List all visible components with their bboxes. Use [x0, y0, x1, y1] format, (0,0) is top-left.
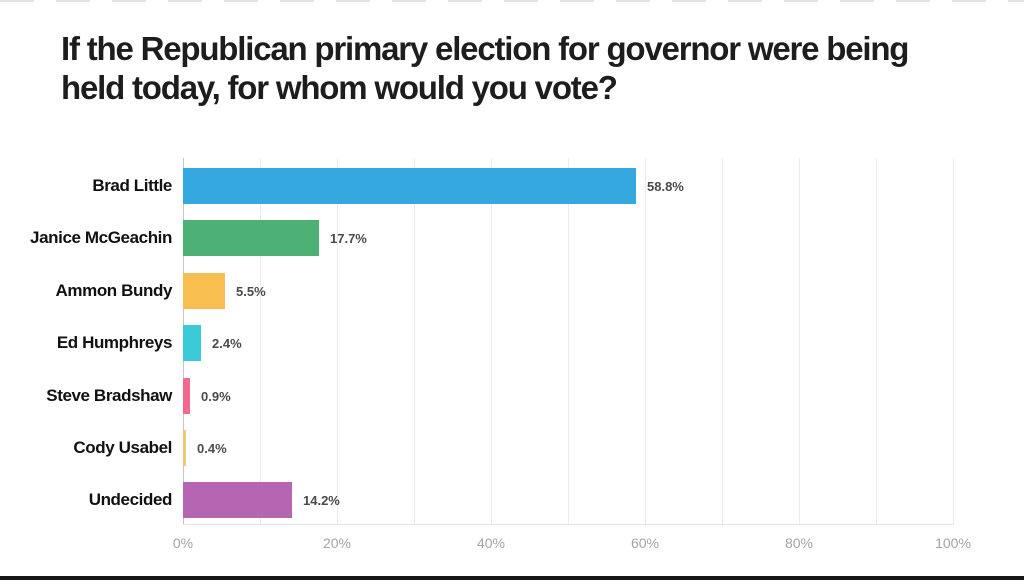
value-label: 17.7% [330, 231, 367, 246]
x-axis-baseline [183, 524, 953, 525]
category-label: Cody Usabel [73, 438, 172, 457]
gridline [953, 158, 954, 525]
bar [183, 482, 292, 518]
x-tick-label: 60% [630, 535, 660, 551]
x-tick-label: 80% [784, 535, 814, 551]
x-tick-label: 40% [476, 535, 506, 551]
value-label: 0.4% [197, 441, 227, 456]
value-label: 2.4% [212, 336, 242, 351]
category-label: Ed Humphreys [56, 333, 173, 352]
gridline [568, 158, 569, 525]
value-label: 5.5% [236, 284, 266, 299]
bar [183, 220, 319, 256]
value-label: 0.9% [201, 389, 231, 404]
gridline [722, 158, 723, 525]
bar [183, 430, 186, 466]
gridline [645, 158, 646, 525]
bar [183, 325, 201, 361]
value-label: 14.2% [303, 493, 340, 508]
top-crop-edge-decoration [0, 0, 1024, 2]
category-label: Ammon Bundy [55, 281, 173, 300]
x-tick-label: 100% [935, 535, 971, 551]
chart-title: If the Republican primary election for g… [61, 30, 909, 106]
category-label: Steve Bradshaw [46, 386, 172, 405]
bar [183, 273, 225, 309]
bar [183, 168, 636, 204]
gridline [337, 158, 338, 525]
gridline [799, 158, 800, 525]
category-label: Brad Little [92, 176, 172, 195]
gridline [491, 158, 492, 525]
x-tick-label: 20% [322, 535, 352, 551]
bar [183, 378, 190, 414]
bottom-rule-decoration [0, 576, 1024, 580]
x-tick-label: 0% [172, 535, 194, 551]
value-label: 58.8% [647, 179, 684, 194]
category-label: Janice McGeachin [30, 228, 172, 247]
gridline [414, 158, 415, 525]
gridline [260, 158, 261, 525]
plot-area [183, 158, 954, 525]
gridline [876, 158, 877, 525]
category-label: Undecided [88, 490, 173, 509]
